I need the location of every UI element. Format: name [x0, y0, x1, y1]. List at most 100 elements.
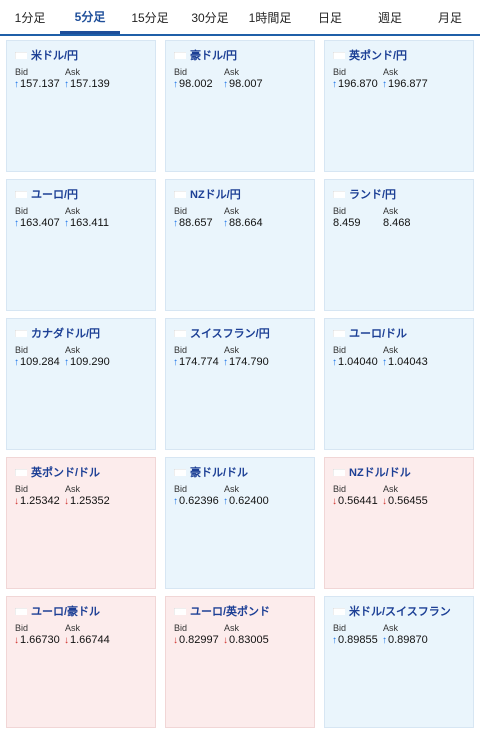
rate-card[interactable]: 0.8990.89880.89860.89849:0510:0511:05 米ドル… — [324, 596, 474, 728]
bid-label: Bid — [333, 345, 347, 355]
rate-card[interactable]: 0.5650.56450.5649:0510:0511:05 NZドル/ドルBid… — [324, 457, 474, 589]
bid-arrow-icon: ↓ — [14, 635, 19, 646]
pair-title[interactable]: 163.6163.5163.4163.39:0510:0511:05 ユーロ/円 — [15, 186, 78, 202]
pair-name: 英ポンド/ドル — [31, 467, 101, 479]
candlestick-chart — [172, 234, 310, 306]
bid-arrow-icon: ↑ — [173, 218, 178, 229]
bid-value: ↑98.002 — [173, 78, 213, 90]
rate-card[interactable]: 163.6163.5163.4163.39:0510:0511:05 ユーロ/円 B… — [6, 179, 156, 311]
rate-card[interactable]: 157.4157.3157.2157.19:0510:0511:05 米ドル/円B… — [6, 40, 156, 172]
ask-arrow-icon: ↑ — [64, 357, 69, 368]
pair-title[interactable]: 0.62450.6240.62359:0510:0511:05 豪ドル/ドル — [174, 464, 248, 480]
ask-value: ↓0.56455 — [382, 495, 428, 507]
pair-name: カナダドル/円 — [31, 328, 101, 340]
candlestick-chart — [13, 373, 151, 445]
bid-value: ↑1.04040 — [332, 356, 378, 368]
tab-6[interactable]: 週足 — [377, 11, 402, 25]
pair-name: ユーロ/円 — [31, 189, 79, 201]
candlestick-chart — [331, 234, 469, 306]
gb-flag-icon: 1.25351.2531.25259:0510:0511:05 — [15, 468, 27, 476]
candlestick-chart — [331, 512, 469, 584]
ask-value: ↑174.790 — [223, 356, 269, 368]
pair-name: NZドル/ドル — [349, 467, 411, 479]
plot-area — [333, 51, 345, 59]
eu-flag-icon: 1.04051.049:0510:0511:05 — [333, 329, 345, 337]
ask-value: ↑196.877 — [382, 78, 428, 90]
ask-label: Ask — [383, 345, 399, 355]
pair-title[interactable]: 197196.9196.89:0510:0511:05 英ポンド/円 — [333, 47, 407, 63]
nz-flag-icon: 88.788.69:0510:0511:05 — [174, 190, 186, 198]
pair-title[interactable]: 0.5650.56450.5649:0510:0511:05 NZドル/ドル — [333, 464, 411, 480]
tab-0[interactable]: 1分足 — [14, 11, 46, 25]
pair-name: 米ドル/スイスフラン — [349, 606, 451, 618]
ask-value: ↑88.664 — [223, 217, 263, 229]
ask-value: ↑163.411 — [64, 217, 109, 229]
plot-area — [174, 607, 186, 615]
ask-arrow-icon: ↓ — [382, 496, 387, 507]
ask-value: ↓1.66744 — [64, 634, 110, 646]
ask-value: ↑0.89870 — [382, 634, 428, 646]
rate-card[interactable]: 0.83020.83010.839:0510:0511:05 ユーロ/英ポンドBi… — [165, 596, 315, 728]
bid-label: Bid — [15, 206, 29, 216]
tab-7[interactable]: 月足 — [437, 11, 462, 25]
plot-area — [333, 607, 345, 615]
pair-name: ユーロ/豪ドル — [31, 606, 101, 618]
rate-card[interactable]: 1.25351.2531.25259:0510:0511:05 英ポンド/ドルBi… — [6, 457, 156, 589]
tab-4[interactable]: 1時間足 — [248, 11, 292, 25]
pair-title[interactable]: 1.25351.2531.25259:0510:0511:05 英ポンド/ドル — [15, 464, 100, 480]
ask-label: Ask — [65, 67, 81, 77]
ask-value: ↓0.83005 — [223, 634, 269, 646]
pair-title[interactable]: 1.04051.049:0510:0511:05 ユーロ/ドル — [333, 325, 407, 341]
tab-5[interactable]: 日足 — [317, 11, 342, 25]
pair-title[interactable]: 0.83020.83010.839:0510:0511:05 ユーロ/英ポンド — [174, 603, 270, 619]
pair-title[interactable]: 1.6681.6671.6669:0510:0511:05 ユーロ/豪ドル — [15, 603, 100, 619]
plot-area — [174, 51, 186, 59]
plot-area — [333, 329, 345, 337]
bid-arrow-icon: ↓ — [173, 635, 178, 646]
ask-label: Ask — [65, 206, 81, 216]
pair-title[interactable]: 8.488.478.468.459:0510:0511:05 ランド/円 — [333, 186, 396, 202]
candlestick-chart — [172, 651, 310, 723]
pair-title[interactable]: 88.788.69:0510:0511:05 NZドル/円 — [174, 186, 241, 202]
pair-name: 米ドル/円 — [31, 50, 79, 62]
candlestick-chart — [172, 512, 310, 584]
plot-area — [15, 190, 27, 198]
bid-arrow-icon: ↑ — [173, 357, 178, 368]
candlestick-chart — [172, 373, 310, 445]
plot-area — [174, 329, 186, 337]
plot-area — [174, 190, 186, 198]
pair-title[interactable]: 175174.9174.8174.79:0510:0511:05 スイスフラン/円 — [174, 325, 270, 341]
tab-3[interactable]: 30分足 — [191, 11, 229, 25]
bid-value: ↑109.284 — [14, 356, 60, 368]
candlestick-chart — [172, 95, 310, 167]
rate-card[interactable]: 197196.9196.89:0510:0511:05英ポンド/円BidAsk↑… — [324, 40, 474, 172]
candlestick-chart — [331, 95, 469, 167]
au-flag-icon: 98.19897.99:0510:0511:05 — [174, 51, 186, 59]
ch-flag-icon: 175174.9174.8174.79:0510:0511:05 — [174, 329, 186, 337]
rate-card[interactable]: 1.04051.049:0510:0511:05ユーロ/ドル Bid Ask ↑1.0… — [324, 318, 474, 450]
rate-card[interactable]: 109.4109.39:0510:0511:05カナダドル/円BidAsk↑10… — [6, 318, 156, 450]
pair-title[interactable]: 0.8990.89880.89860.89849:0510:0511:05 米ドル… — [333, 603, 451, 619]
ask-label: Ask — [224, 623, 240, 633]
pair-title[interactable]: 157.4157.3157.2157.19:0510:0511:05 米ドル/円 — [15, 47, 78, 63]
plot-area — [333, 468, 345, 476]
ask-label: Ask — [224, 206, 240, 216]
pair-title[interactable]: 98.19897.99:0510:0511:05 豪ドル/円 — [174, 47, 237, 63]
ask-label: Ask — [224, 67, 240, 77]
ask-value: ↑109.290 — [64, 356, 110, 368]
rate-card[interactable]: 0.62450.6240.62359:0510:0511:05 豪ドル/ドルBid… — [165, 457, 315, 589]
rate-card[interactable]: 175174.9174.8174.79:0510:0511:05 スイスフラン/円… — [165, 318, 315, 450]
pair-title[interactable]: 109.4109.39:0510:0511:05 カナダドル/円 — [15, 325, 100, 341]
bid-value: ↓1.25342 — [14, 495, 60, 507]
ask-label: Ask — [224, 484, 240, 494]
tab-2[interactable]: 15分足 — [131, 11, 169, 25]
bid-value: ↓1.66730 — [14, 634, 60, 646]
rate-card[interactable]: 98.19897.99:0510:0511:05豪ドル/円BidAsk↑98.0… — [165, 40, 315, 172]
bid-label: Bid — [15, 484, 29, 494]
nz-flag-icon: 0.5650.56450.5649:0510:0511:05 — [333, 468, 345, 476]
tab-1[interactable]: 5分足 — [60, 0, 120, 34]
ask-label: Ask — [383, 623, 399, 633]
